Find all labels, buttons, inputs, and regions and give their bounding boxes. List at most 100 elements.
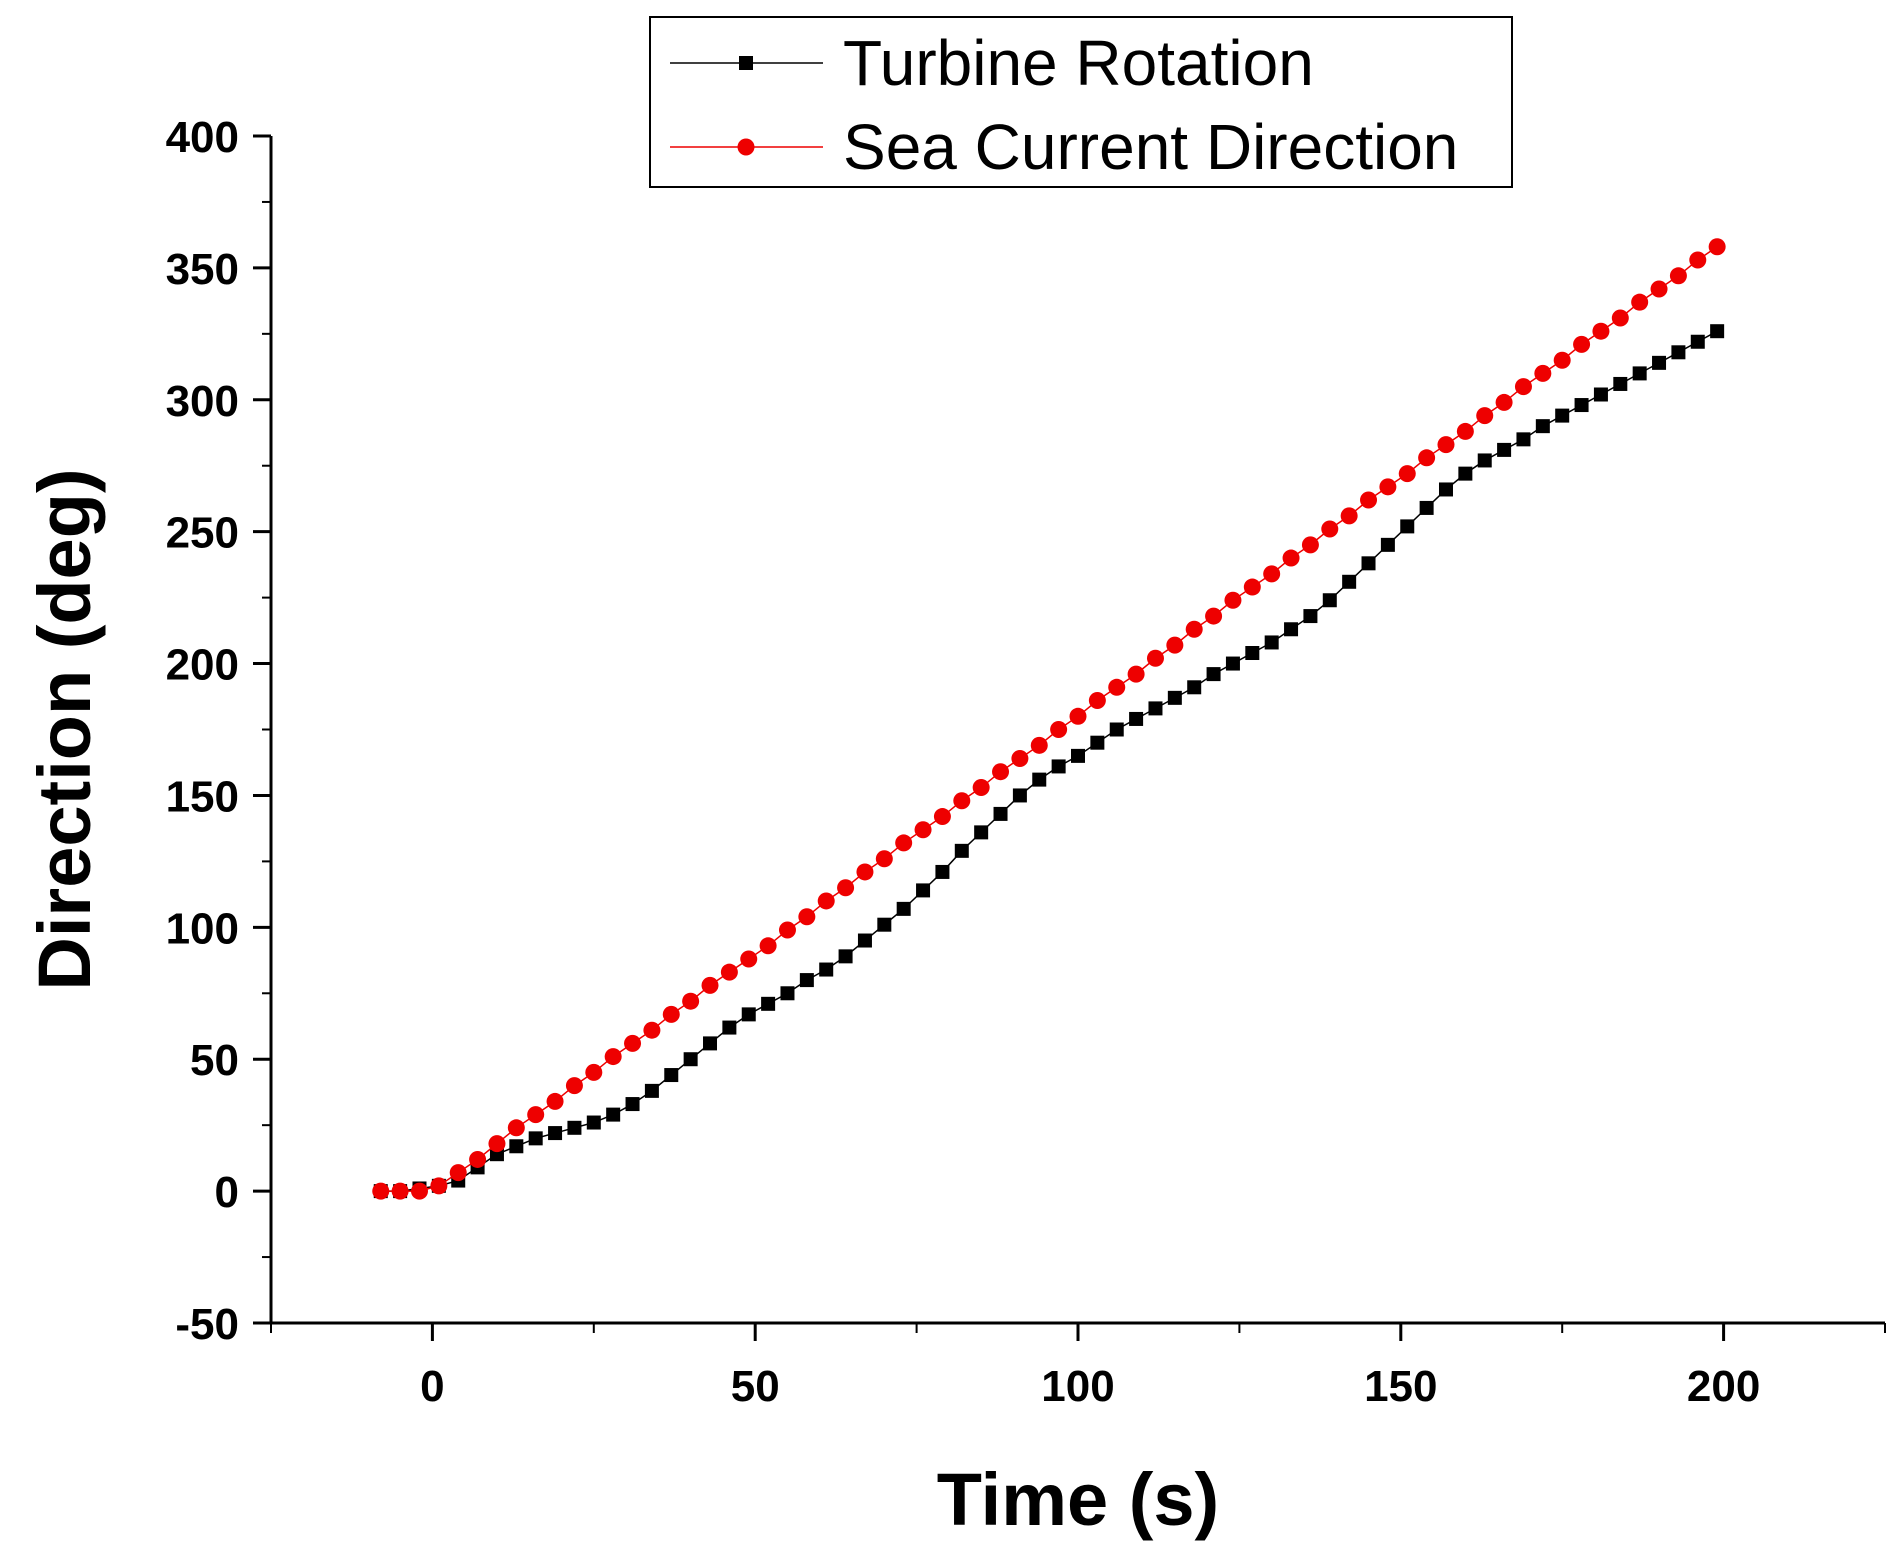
data-point xyxy=(1553,351,1571,369)
y-axis-title: Direction (deg) xyxy=(23,468,106,990)
data-point xyxy=(838,949,853,964)
data-point xyxy=(974,825,989,840)
data-point xyxy=(1611,309,1629,327)
data-point xyxy=(430,1177,448,1195)
data-point xyxy=(1652,355,1667,370)
data-point xyxy=(546,1092,564,1110)
data-point xyxy=(780,986,795,1001)
data-point xyxy=(1573,335,1591,353)
data-point xyxy=(624,1034,642,1052)
data-point xyxy=(1495,393,1513,411)
data-point xyxy=(1050,721,1068,738)
data-point xyxy=(1476,407,1494,425)
data-point xyxy=(1322,593,1337,608)
legend-label: Turbine Rotation xyxy=(843,27,1314,99)
data-point xyxy=(914,821,932,839)
x-tick-label: 200 xyxy=(1687,1362,1760,1411)
x-axis-title: Time (s) xyxy=(937,1458,1219,1541)
data-point xyxy=(1574,398,1589,413)
legend: Turbine Rotation Sea Current Direction xyxy=(649,16,1513,188)
data-point xyxy=(1109,722,1124,737)
data-point xyxy=(1303,609,1318,624)
data-point xyxy=(798,908,816,926)
y-tick-label: -50 xyxy=(175,1300,239,1349)
data-point xyxy=(1301,536,1319,554)
data-point xyxy=(586,1115,601,1130)
data-point xyxy=(527,1106,545,1124)
data-point xyxy=(1069,707,1087,725)
data-point xyxy=(1477,453,1492,468)
legend-box xyxy=(649,16,1513,188)
data-point xyxy=(1708,238,1726,256)
data-point xyxy=(1032,772,1047,787)
data-point xyxy=(1148,701,1163,716)
data-point xyxy=(741,1007,756,1022)
data-point xyxy=(953,792,971,810)
x-tick-label: 50 xyxy=(731,1362,780,1411)
data-point xyxy=(449,1164,467,1182)
data-point xyxy=(1516,432,1531,447)
data-point xyxy=(740,950,758,968)
series-turbine-rotation xyxy=(373,324,1725,1199)
data-point xyxy=(1534,364,1552,382)
data-point xyxy=(1185,620,1203,638)
data-point xyxy=(1206,667,1221,682)
data-point xyxy=(1225,656,1240,671)
legend-marker xyxy=(739,56,753,70)
y-tick-label: 50 xyxy=(190,1036,239,1085)
data-point xyxy=(1263,565,1281,583)
data-point xyxy=(565,1077,583,1095)
data-point xyxy=(1690,334,1705,349)
data-point xyxy=(548,1126,563,1141)
data-point xyxy=(1129,711,1144,726)
data-point xyxy=(507,1119,525,1137)
data-point xyxy=(1166,636,1184,654)
data-point xyxy=(1321,520,1339,538)
series-line xyxy=(380,330,1718,1192)
data-point xyxy=(761,996,776,1011)
data-point xyxy=(372,1182,390,1200)
data-point xyxy=(1671,345,1686,360)
data-point xyxy=(896,901,911,916)
y-tick-label: 350 xyxy=(166,245,239,294)
data-point xyxy=(644,1083,659,1098)
legend-label: Sea Current Direction xyxy=(843,111,1458,183)
data-point xyxy=(819,962,834,977)
data-point xyxy=(856,863,874,881)
data-point xyxy=(1361,556,1376,571)
data-point xyxy=(1437,436,1455,454)
data-point xyxy=(662,1005,680,1023)
data-point xyxy=(1264,635,1279,650)
data-point xyxy=(1282,549,1300,567)
data-point xyxy=(701,976,719,994)
data-point xyxy=(1342,574,1357,589)
series-line xyxy=(380,246,1718,1192)
y-tick-label: 250 xyxy=(166,509,239,558)
x-tick-label: 100 xyxy=(1041,1362,1114,1411)
data-point xyxy=(1243,578,1261,596)
data-point xyxy=(1379,478,1397,496)
data-point xyxy=(935,864,950,879)
data-point xyxy=(857,933,872,948)
x-tick-label: 150 xyxy=(1364,1362,1437,1411)
legend-marker xyxy=(737,138,755,156)
data-point xyxy=(683,1052,698,1067)
data-point xyxy=(1398,465,1416,483)
data-point xyxy=(778,921,796,939)
y-tick-label: 100 xyxy=(166,904,239,953)
data-point xyxy=(1689,251,1707,269)
data-point xyxy=(895,834,913,852)
data-point xyxy=(1593,387,1608,402)
data-point xyxy=(1456,422,1474,440)
data-point xyxy=(875,850,893,868)
data-point xyxy=(585,1063,603,1081)
data-point xyxy=(1555,408,1570,423)
y-tick-label: 300 xyxy=(166,377,239,426)
data-point xyxy=(1011,750,1029,768)
data-point xyxy=(877,917,892,932)
data-point xyxy=(1419,500,1434,515)
data-point xyxy=(992,763,1010,781)
data-point xyxy=(606,1107,621,1122)
data-point xyxy=(1592,322,1610,340)
data-point xyxy=(567,1120,582,1135)
